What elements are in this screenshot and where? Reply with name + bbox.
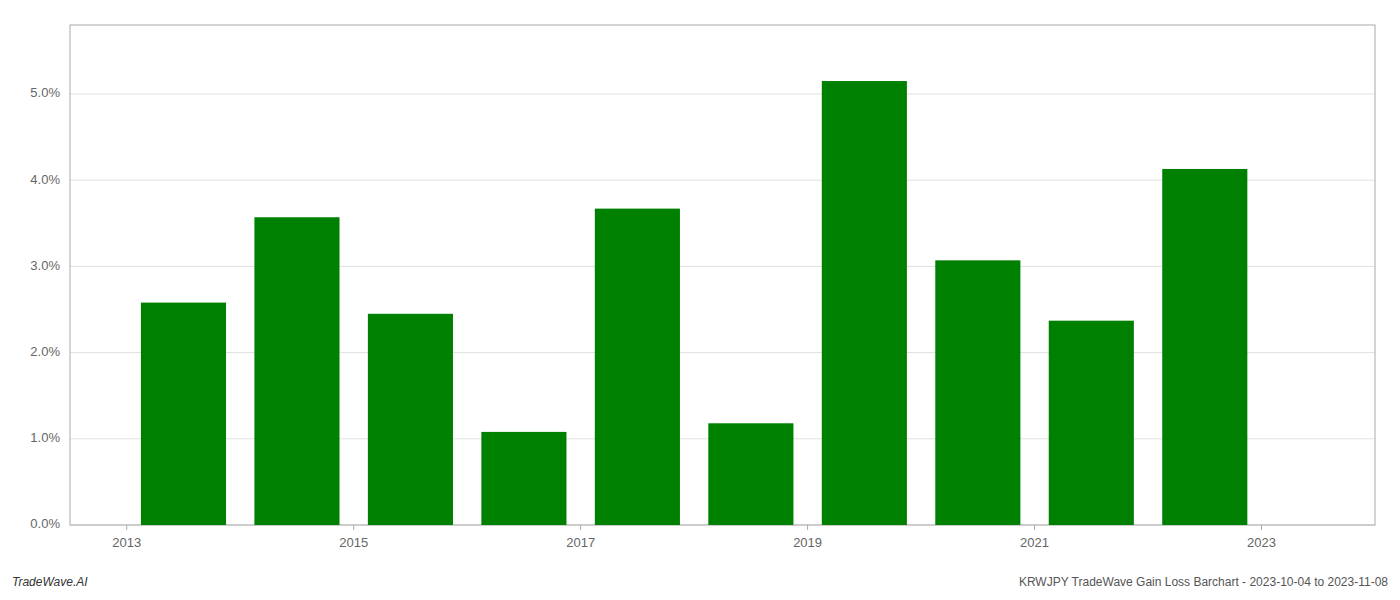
- y-tick-label: 5.0%: [30, 85, 60, 100]
- bar: [1049, 321, 1134, 525]
- grid: [70, 94, 1375, 525]
- bar: [368, 314, 453, 525]
- x-tick: [353, 525, 354, 530]
- y-tick-label: 2.0%: [30, 344, 60, 359]
- x-tick-label: 2015: [339, 535, 368, 550]
- bar: [481, 432, 566, 525]
- x-tick-label: 2013: [112, 535, 141, 550]
- bar: [822, 81, 907, 525]
- x-tick-label: 2021: [1020, 535, 1049, 550]
- y-tick-label: 1.0%: [30, 430, 60, 445]
- bar: [595, 209, 680, 525]
- plot-frame: [70, 25, 1375, 525]
- bar: [1162, 169, 1247, 525]
- y-tick-label: 3.0%: [30, 258, 60, 273]
- x-tick: [807, 525, 808, 530]
- bars: [141, 81, 1247, 525]
- footer-text: KRWJPY TradeWave Gain Loss Barchart - 20…: [1019, 575, 1388, 589]
- bar: [254, 217, 339, 525]
- grid-line: [70, 93, 1375, 94]
- footer-text: TradeWave.AI: [12, 575, 88, 589]
- x-tick: [1261, 525, 1262, 530]
- x-tick-label: 2019: [793, 535, 822, 550]
- bar: [935, 260, 1020, 525]
- x-tick-label: 2017: [566, 535, 595, 550]
- y-tick-label: 0.0%: [30, 516, 60, 531]
- bar: [141, 303, 226, 525]
- axes: 0.0% 1.0% 2.0% 3.0% 4.0% 5.0% 2013 2015 2017 2019…: [30, 25, 1375, 550]
- x-tick-label: 2023: [1247, 535, 1276, 550]
- chart-container: 0.0% 1.0% 2.0% 3.0% 4.0% 5.0% 2013 2015 2017 2019…: [0, 0, 1400, 600]
- bar: [708, 423, 793, 525]
- x-tick: [580, 525, 581, 530]
- y-tick-label: 4.0%: [30, 172, 60, 187]
- chart-svg: 0.0% 1.0% 2.0% 3.0% 4.0% 5.0% 2013 2015 2017 2019…: [0, 0, 1400, 600]
- x-tick: [1034, 525, 1035, 530]
- x-tick: [126, 525, 127, 530]
